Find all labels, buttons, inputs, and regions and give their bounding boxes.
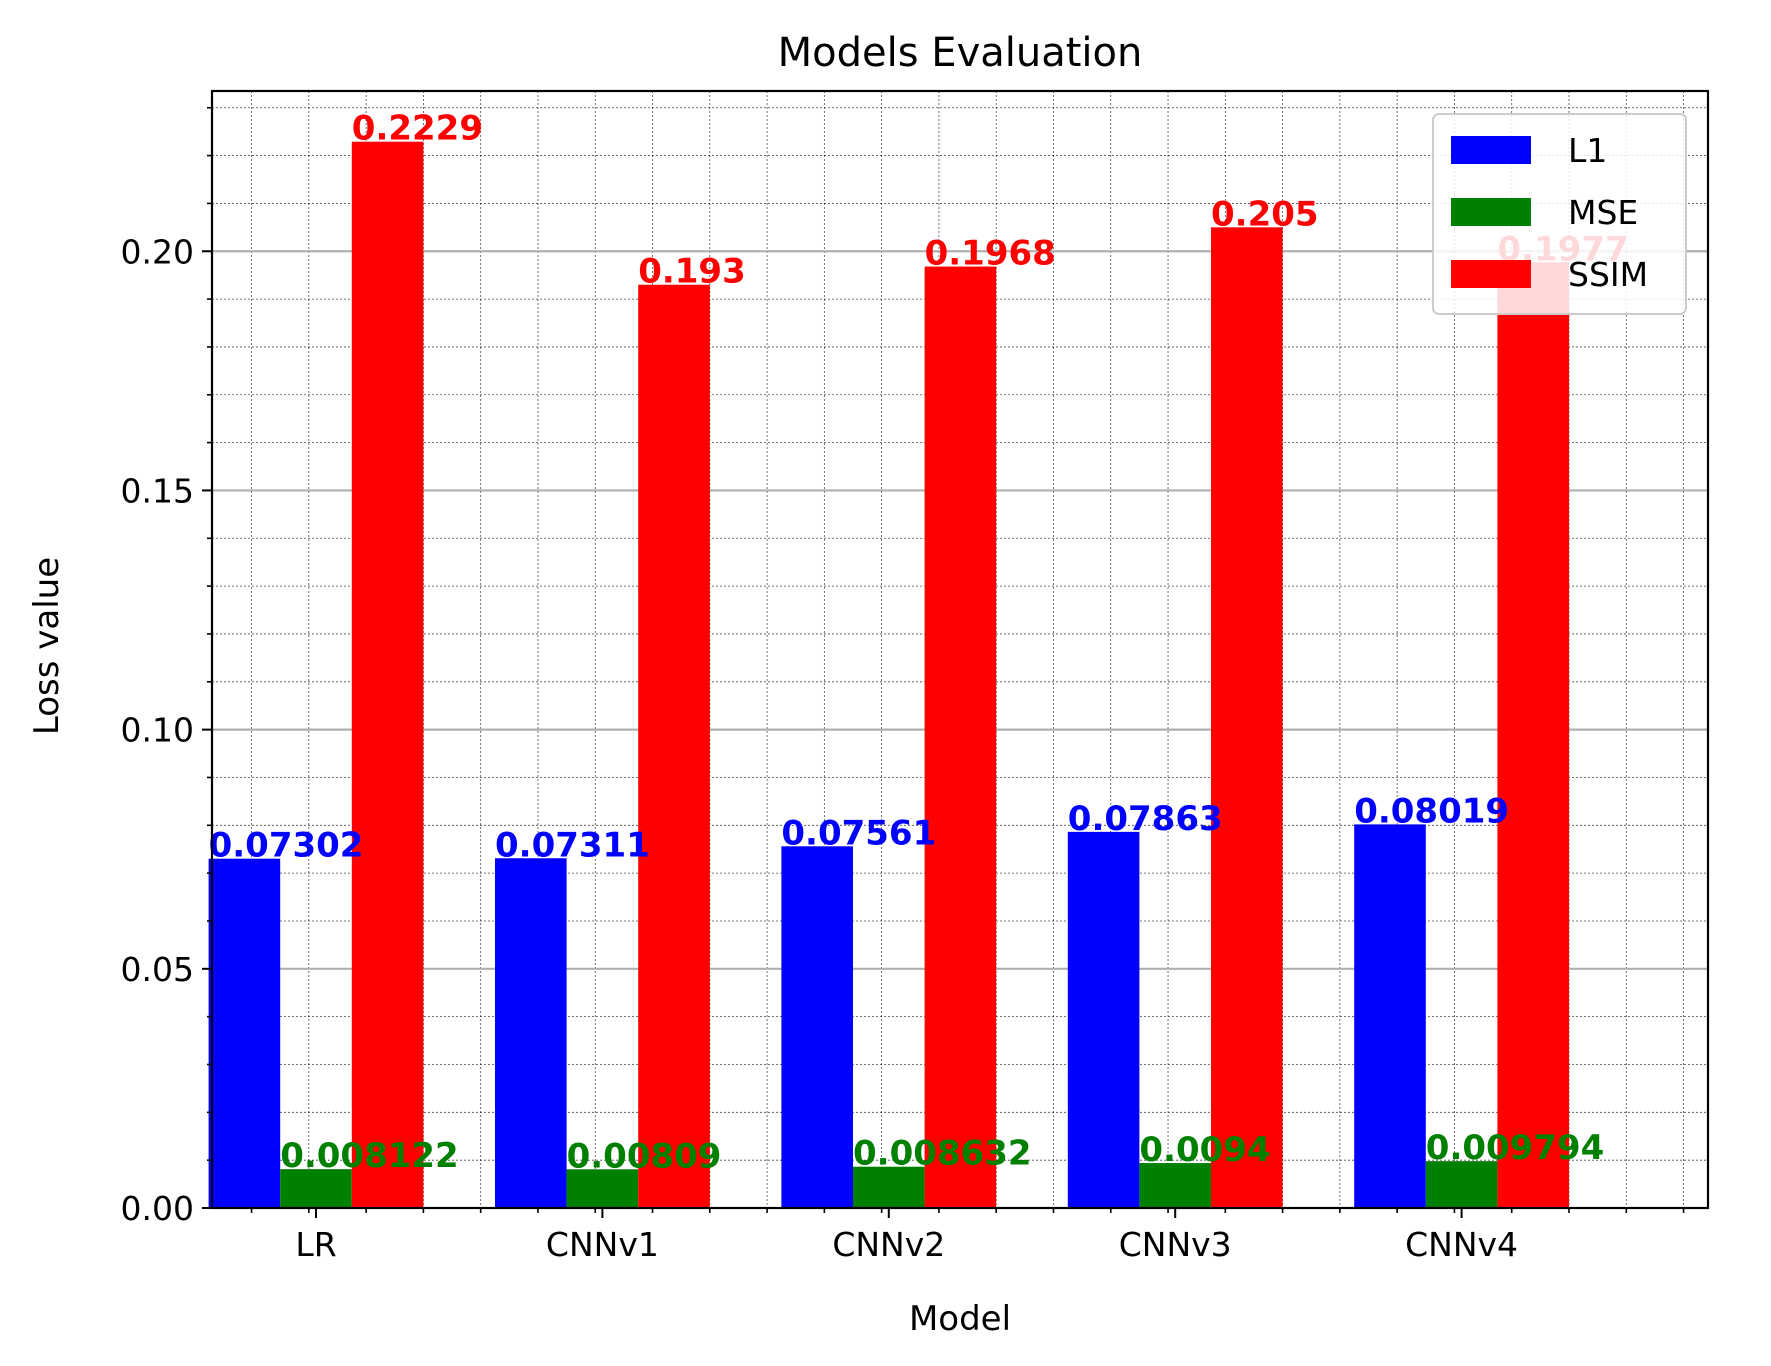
bar-value-label: 0.00809 — [567, 1136, 722, 1176]
y-tick-label: 0.00 — [121, 1189, 194, 1228]
bar-value-label: 0.193 — [638, 252, 746, 292]
y-tick-label: 0.20 — [121, 232, 194, 271]
legend-label-ssim: SSIM — [1568, 255, 1648, 294]
legend-swatch-l1 — [1451, 136, 1531, 164]
bar-ssim-cnnv4 — [1497, 262, 1569, 1208]
bar-mse-cnnv1 — [566, 1169, 639, 1208]
bar-value-label: 0.08019 — [1354, 791, 1509, 831]
bar-value-label: 0.008632 — [853, 1134, 1032, 1174]
x-tick-label: CNNv3 — [1119, 1225, 1232, 1264]
plot-frame — [210, 89, 1710, 1210]
bar-value-label: 0.008122 — [280, 1136, 459, 1176]
x-tick-label: CNNv1 — [546, 1225, 659, 1264]
bar-value-label: 0.07863 — [1068, 799, 1223, 839]
bar-value-label: 0.205 — [1211, 194, 1319, 234]
x-tick-label: CNNv2 — [832, 1225, 945, 1264]
bar-ssim-cnnv2 — [924, 266, 997, 1208]
bar-l1-cnnv2 — [781, 846, 853, 1208]
x-axis-label: Model — [909, 1299, 1011, 1339]
axes: 0.00 0.05 0.10 0.15 0.20 LR CNNv1 CNNv2 CNNv3 CNN… — [121, 106, 1685, 1264]
bar-ssim-lr — [351, 141, 424, 1208]
legend-label-l1: L1 — [1568, 131, 1607, 170]
chart-title: Models Evaluation — [778, 30, 1143, 76]
legend-swatch-ssim — [1451, 260, 1531, 288]
bar-value-label: 0.0094 — [1139, 1130, 1270, 1170]
bar-value-label: 0.1968 — [925, 234, 1056, 274]
bar-mse-cnnv4 — [1425, 1161, 1498, 1208]
y-axis-label: Loss value — [27, 557, 67, 735]
bar-value-label: 0.07561 — [781, 813, 936, 853]
bar-mse-lr — [280, 1169, 352, 1208]
legend-label-mse: MSE — [1568, 193, 1638, 232]
y-tick-label: 0.10 — [121, 711, 194, 750]
bar-value-label: 0.07302 — [209, 826, 364, 866]
bar-l1-lr — [208, 858, 281, 1208]
bar-value-label: 0.009794 — [1426, 1128, 1605, 1168]
x-tick-label: LR — [295, 1225, 336, 1264]
bar-l1-cnnv1 — [495, 858, 567, 1208]
y-tick-label: 0.15 — [121, 471, 194, 510]
bar-mse-cnnv3 — [1139, 1163, 1211, 1208]
legend: L1 MSE SSIM — [1432, 113, 1687, 315]
bar-l1-cnnv4 — [1354, 824, 1426, 1208]
bar-mse-cnnv2 — [853, 1166, 925, 1208]
bar-value-label: 0.2229 — [352, 109, 483, 149]
bar-l1-cnnv3 — [1067, 831, 1140, 1208]
y-tick-label: 0.05 — [121, 950, 194, 989]
bar-ssim-cnnv3 — [1211, 227, 1283, 1208]
bar-value-labels: 0.07302 0.07311 0.07561 0.07863 0.08019 0.008… — [209, 109, 1629, 1177]
bars — [208, 141, 1569, 1208]
x-tick-label: CNNv4 — [1405, 1225, 1518, 1264]
bar-value-label: 0.07311 — [495, 825, 650, 865]
legend-swatch-mse — [1451, 198, 1531, 226]
bar-ssim-cnnv1 — [638, 284, 710, 1208]
